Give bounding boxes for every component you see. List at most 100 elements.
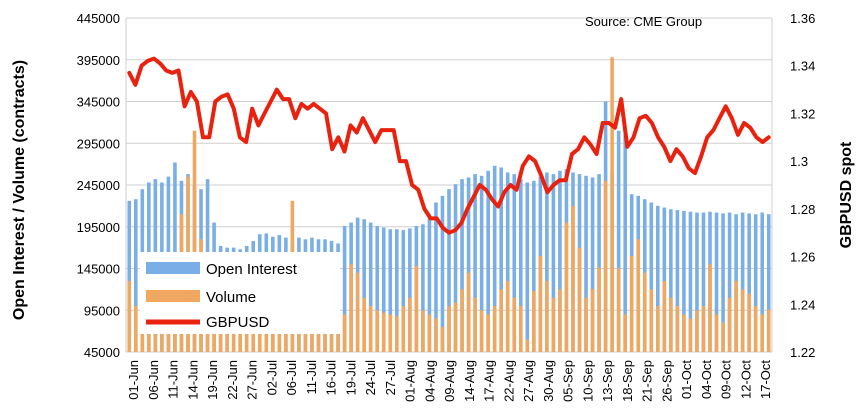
open-interest-bar	[701, 212, 706, 352]
volume-bar	[408, 297, 412, 352]
x-tick-label: 16-Jul	[324, 360, 339, 396]
left-axis-title: Open Interest / Volume (contracts)	[11, 60, 28, 320]
x-tick-label: 14-Jun	[185, 360, 200, 400]
volume-bar	[127, 281, 132, 352]
open-interest-bar	[753, 214, 758, 352]
right-tick-label: 1.22	[790, 345, 815, 360]
legend-label-open-interest: Open Interest	[206, 261, 298, 278]
open-interest-bar	[688, 211, 693, 352]
volume-bar	[395, 316, 399, 352]
volume-bar	[512, 297, 517, 352]
volume-bar	[434, 318, 438, 352]
x-tick-label: 14-Aug	[462, 360, 477, 402]
volume-bar	[753, 306, 758, 352]
open-interest-bar	[127, 200, 132, 352]
volume-bar	[342, 314, 347, 352]
volume-bar	[551, 297, 556, 352]
volume-bar	[231, 332, 236, 352]
open-interest-bar	[434, 202, 438, 352]
volume-bar	[264, 324, 269, 352]
x-tick-label: 13-Sep	[600, 360, 615, 402]
left-tick-label: 345000	[77, 95, 120, 110]
volume-bar	[701, 306, 706, 352]
x-tick-label: 05-Sep	[561, 360, 576, 402]
x-tick-label: 01-Aug	[403, 360, 418, 402]
volume-bar	[362, 297, 366, 352]
source-note: Source: CME Group	[585, 14, 702, 29]
volume-bar	[414, 265, 419, 352]
right-tick-label: 1.28	[790, 202, 815, 217]
open-interest-bar	[662, 207, 667, 352]
volume-bar	[316, 327, 321, 352]
volume-bar	[760, 314, 765, 352]
x-tick-label: 21-Sep	[640, 360, 655, 402]
volume-bar	[577, 247, 582, 352]
x-tick-label: 27-Jul	[383, 360, 398, 396]
volume-bar	[140, 322, 145, 352]
volume-bar	[747, 293, 751, 352]
x-tick-label: 01-Oct	[679, 360, 694, 399]
volume-bar	[714, 314, 719, 352]
open-interest-bar	[727, 212, 732, 352]
open-interest-bar	[453, 184, 458, 352]
gbpusd-line	[127, 56, 771, 235]
open-interest-bar	[532, 180, 536, 352]
left-tick-label: 145000	[77, 262, 120, 277]
volume-bar	[656, 306, 660, 352]
open-interest-bar	[499, 167, 503, 352]
volume-bar	[590, 289, 595, 352]
volume-bar	[329, 331, 334, 352]
left-tick-label: 445000	[77, 11, 120, 26]
right-axis-title: GBPUSD spot	[838, 141, 855, 248]
volume-bar	[532, 291, 536, 352]
open-interest-bar	[486, 170, 490, 352]
right-tick-label: 1.3	[790, 154, 808, 169]
volume-bar	[597, 267, 601, 352]
open-interest-bar	[597, 174, 601, 352]
open-interest-bar	[440, 195, 445, 352]
volume-bar	[473, 297, 477, 352]
volume-bar	[453, 302, 458, 352]
open-interest-bar	[395, 229, 399, 352]
x-tick-label: 30-Aug	[541, 360, 556, 402]
volume-bar	[675, 306, 680, 352]
open-interest-bar	[133, 199, 138, 352]
x-tick-label: 19-Jun	[205, 360, 220, 400]
open-interest-bar	[760, 212, 765, 352]
volume-bar	[153, 324, 158, 352]
volume-bar	[721, 322, 725, 352]
volume-bar	[740, 289, 745, 352]
volume-bar	[603, 180, 608, 352]
volume-bar	[401, 306, 406, 352]
volume-bar	[355, 272, 360, 352]
open-interest-bar	[362, 219, 366, 352]
volume-bar	[323, 329, 327, 352]
legend-label-gbpusd: GBPUSD	[206, 314, 270, 331]
x-tick-label: 11-Jul	[304, 360, 319, 395]
x-tick-label: 06-Jul	[284, 360, 299, 396]
legend: Open Interest Volume GBPUSD	[140, 252, 340, 334]
open-interest-bar	[427, 215, 432, 352]
volume-bar	[147, 326, 151, 352]
x-tick-label: 02-Jul	[264, 360, 279, 396]
volume-bar	[349, 264, 353, 352]
left-tick-label: 245000	[77, 178, 120, 193]
volume-bar	[225, 331, 229, 352]
open-interest-bar	[590, 177, 595, 352]
right-tick-label: 1.24	[790, 297, 815, 312]
volume-bar	[375, 310, 380, 352]
volume-bar	[708, 264, 712, 352]
volume-bar	[427, 314, 432, 352]
volume-bar	[727, 297, 732, 352]
volume-bar	[388, 314, 393, 352]
volume-bar	[368, 306, 373, 352]
x-tick-label: 10-Sep	[580, 360, 595, 402]
volume-bar	[538, 255, 543, 352]
open-interest-bar	[388, 229, 393, 352]
volume-bar	[192, 130, 197, 352]
x-tick-label: 09-Aug	[442, 360, 457, 402]
left-axis-ticks: 445000 395000 345000 295000 245000 195000 1450…	[77, 11, 120, 360]
x-tick-label: 12-Oct	[738, 360, 753, 399]
volume-bar	[381, 312, 386, 352]
open-interest-bar	[766, 214, 771, 352]
